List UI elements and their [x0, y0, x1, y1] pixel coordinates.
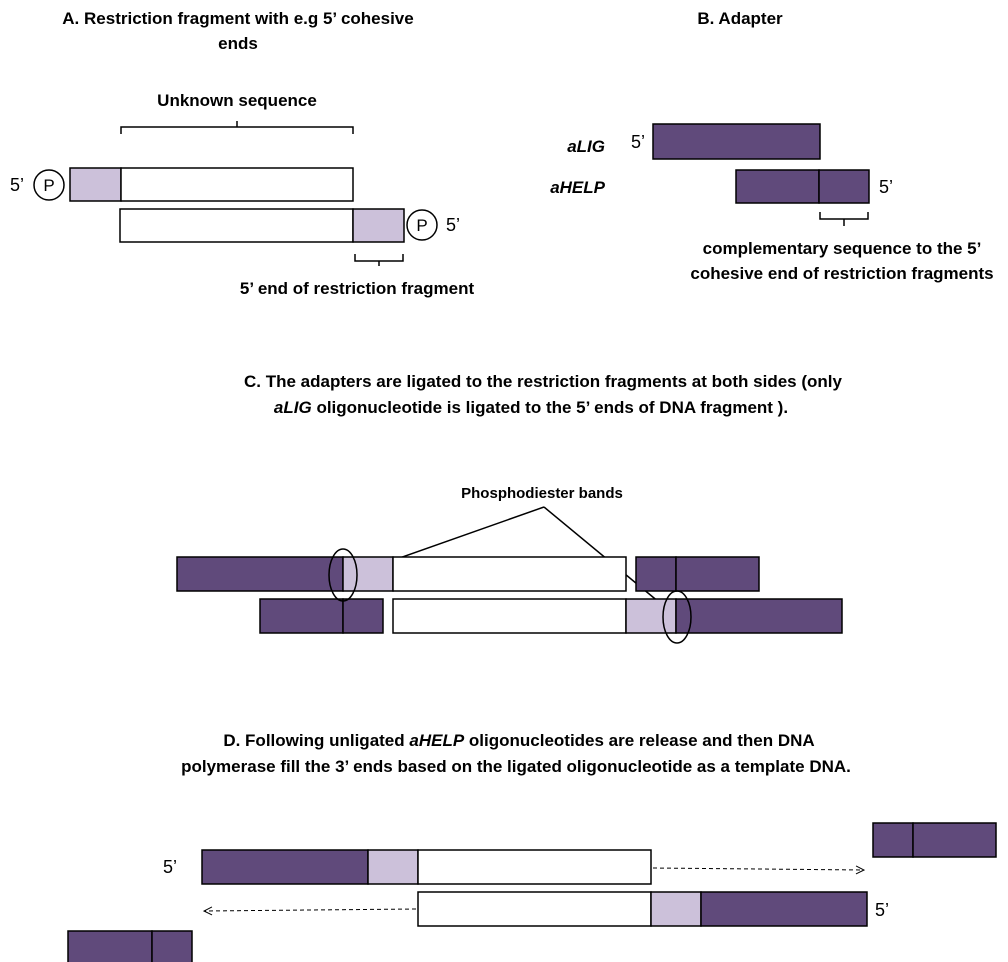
- ahelp-right-comp: [636, 557, 676, 591]
- panel-d-caption-b: oligonucleotides are release and then DN…: [464, 731, 814, 750]
- d-five-prime-top: 5’: [163, 857, 177, 877]
- alig-oligo: [653, 124, 820, 159]
- phosphate-label: P: [43, 176, 54, 195]
- ahelp-five-prime: 5’: [879, 177, 893, 197]
- fill-in-arrow-right: [653, 868, 864, 870]
- panel-c-caption-line1: C. The adapters are ligated to the restr…: [244, 372, 842, 391]
- released-ahelp-comp: [873, 823, 913, 857]
- panel-d: D. Following unligated aHELP oligonucleo…: [68, 731, 996, 962]
- fragment-top: [393, 557, 626, 591]
- alig-five-prime: 5’: [631, 132, 645, 152]
- ahelp-left-body: [260, 599, 343, 633]
- panel-c: C. The adapters are ligated to the restr…: [177, 372, 843, 643]
- panel-d-caption-a: D. Following unligated: [223, 731, 409, 750]
- d-alig-right: [701, 892, 867, 926]
- panel-b: B. Adapter aLIG 5’ aHELP 5’ complementar…: [550, 9, 993, 283]
- panel-d-caption-italic: aHELP: [409, 731, 464, 750]
- end-bracket: [355, 254, 403, 266]
- panel-b-title: B. Adapter: [697, 9, 783, 28]
- panel-d-caption-line2: polymerase fill the 3’ ends based on the…: [181, 757, 851, 776]
- ahelp-oligo-body: [736, 170, 819, 203]
- end-of-fragment-label: 5’ end of restriction fragment: [240, 279, 475, 298]
- cohesive-end-bottom: [626, 599, 676, 633]
- complementary-bracket: [820, 212, 868, 226]
- d-fragment-bottom: [418, 892, 651, 926]
- unknown-sequence-label: Unknown sequence: [157, 91, 317, 110]
- panel-c-caption-line2: aLIG oligonucleotide is ligated to the 5…: [274, 398, 788, 417]
- fragment-bottom: [393, 599, 626, 633]
- panel-a: A. Restriction fragment with e.g 5’ cohe…: [10, 9, 474, 298]
- unknown-sequence-bracket: [121, 121, 353, 134]
- top-strand-cohesive-end: [70, 168, 121, 201]
- released-ahelp-body: [913, 823, 996, 857]
- phosphate-right: P: [407, 210, 437, 240]
- bottom-strand-unknown: [120, 209, 353, 242]
- d-cohesive-end-bottom: [651, 892, 701, 926]
- d-fragment-top: [418, 850, 651, 884]
- panel-c-caption-italic: aLIG: [274, 398, 312, 417]
- five-prime-right-label: 5’: [446, 215, 460, 235]
- ahelp-label: aHELP: [550, 178, 605, 197]
- d-alig-left: [202, 850, 368, 884]
- ahelp-left-comp: [343, 599, 383, 633]
- cohesive-end-top: [343, 557, 393, 591]
- ligated-alig-left: [177, 557, 343, 591]
- complementary-label-line2: cohesive end of restriction fragments: [690, 264, 993, 283]
- complementary-label-line1: complementary sequence to the 5’: [703, 239, 982, 258]
- ahelp-oligo-complementary: [819, 170, 869, 203]
- panel-d-caption-line1: D. Following unligated aHELP oligonucleo…: [223, 731, 814, 750]
- alig-label: aLIG: [567, 137, 605, 156]
- panel-a-title-line1: A. Restriction fragment with e.g 5’ cohe…: [62, 9, 413, 28]
- panel-c-caption-rest: oligonucleotide is ligated to the 5’ end…: [312, 398, 788, 417]
- d-cohesive-end-top: [368, 850, 418, 884]
- panel-a-title-line2: ends: [218, 34, 258, 53]
- bottom-strand-cohesive-end: [353, 209, 404, 242]
- fill-in-arrow-left: [204, 909, 416, 911]
- d-five-prime-bottom: 5’: [875, 900, 889, 920]
- top-strand-unknown: [121, 168, 353, 201]
- ahelp-right-body: [676, 557, 759, 591]
- phosphate-label: P: [416, 216, 427, 235]
- five-prime-left-label: 5’: [10, 175, 24, 195]
- phosphate-left: P: [34, 170, 64, 200]
- ligated-alig-right: [676, 599, 842, 633]
- phosphodiester-bands-label: Phosphodiester bands: [461, 485, 623, 502]
- released-ahelp-comp-left: [152, 931, 192, 962]
- released-ahelp-body-left: [68, 931, 152, 962]
